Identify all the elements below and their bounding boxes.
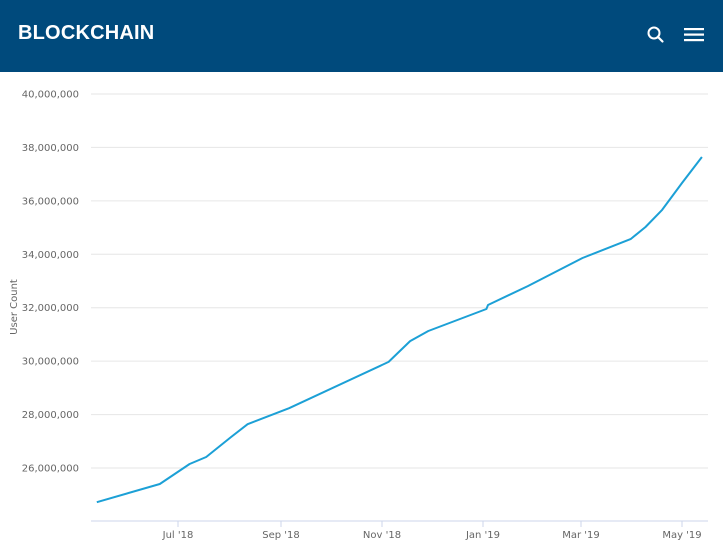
y-tick-label: 38,000,000 [22, 143, 79, 154]
hamburger-menu-icon [684, 28, 704, 42]
x-tick-label: Nov '18 [363, 530, 401, 541]
user-count-chart: 26,000,000 28,000,000 30,000,000 32,000,000… [9, 90, 708, 541]
x-tick-label: May '19 [662, 530, 701, 541]
y-tick-label: 34,000,000 [22, 250, 79, 261]
top-navbar: BLOCKCHAIN [0, 0, 723, 72]
user-count-line[interactable] [96, 156, 703, 504]
y-tick-label: 40,000,000 [22, 90, 79, 101]
x-tick-label: Mar '19 [562, 530, 600, 541]
y-tick-label: 32,000,000 [22, 303, 79, 314]
y-axis-label: User Count [9, 279, 20, 335]
y-tick-label: 26,000,000 [22, 463, 79, 474]
gridlines [91, 93, 708, 469]
x-tick-label: Jan '19 [465, 530, 500, 541]
x-axis-ticks: Jul '18 Sep '18 Nov '18 Jan '19 Mar '19 May '… [162, 521, 702, 541]
x-tick-label: Jul '18 [162, 530, 194, 541]
y-axis-ticks: 26,000,000 28,000,000 30,000,000 32,000,000… [22, 90, 79, 475]
x-tick-label: Sep '18 [262, 530, 300, 541]
search-button[interactable] [643, 22, 669, 48]
menu-button[interactable] [681, 22, 707, 48]
search-icon [647, 26, 664, 43]
y-tick-label: 30,000,000 [22, 357, 79, 368]
y-tick-label: 36,000,000 [22, 196, 79, 207]
blockchain-logo[interactable]: BLOCKCHAIN [18, 22, 155, 44]
y-tick-label: 28,000,000 [22, 410, 79, 421]
